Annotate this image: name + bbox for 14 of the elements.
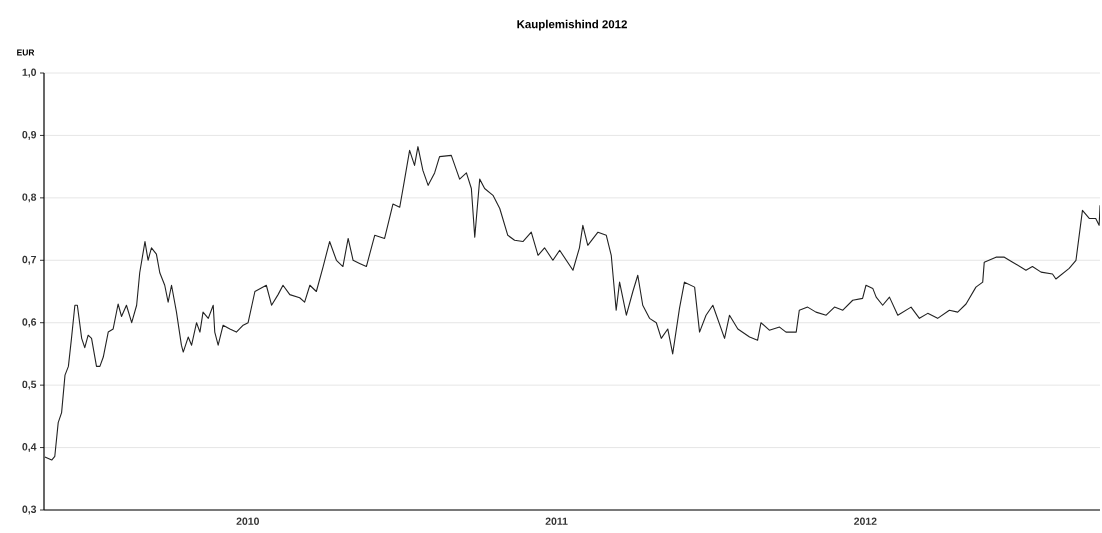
x-tick-label: 2010 <box>236 517 259 525</box>
y-tick-label: 0,7 <box>22 255 37 265</box>
y-tick-label: 0,9 <box>22 130 37 140</box>
y-tick-label: 1,0 <box>22 68 37 78</box>
line-series <box>44 146 1101 461</box>
y-tick-label: 0,8 <box>22 193 37 203</box>
x-tick-label: 2011 <box>545 517 568 525</box>
y-tick-label: 0,5 <box>22 380 37 390</box>
x-tick-label: 2012 <box>854 517 877 525</box>
y-axis-title: EUR <box>17 49 35 56</box>
y-tick-label: 0,6 <box>22 318 37 328</box>
y-tick-label: 0,3 <box>22 505 37 515</box>
chart-title: Kauplemishind 2012 <box>517 19 627 31</box>
y-tick-label: 0,4 <box>22 443 37 453</box>
